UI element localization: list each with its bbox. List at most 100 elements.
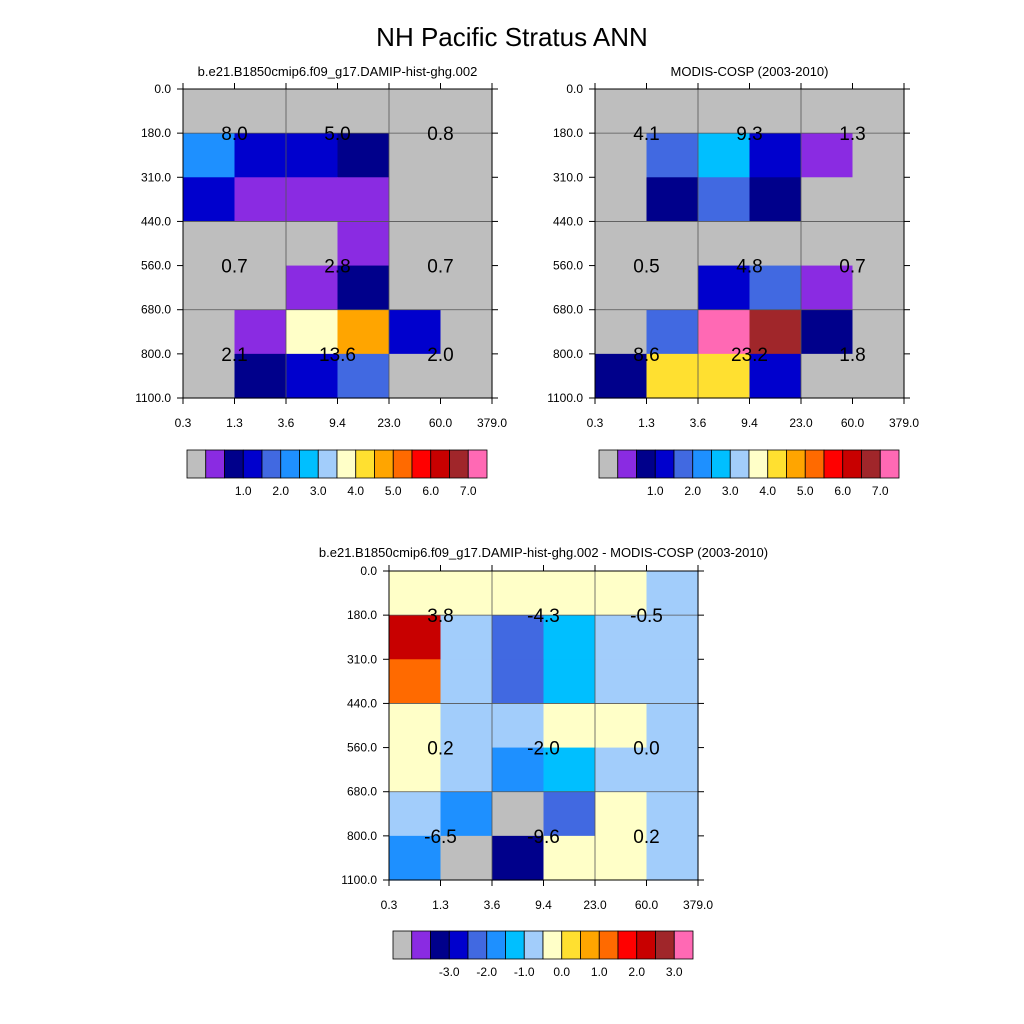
heatmap-cell	[646, 177, 699, 223]
colorbar-swatch	[449, 449, 469, 479]
y-tick-label: 180.0	[141, 126, 171, 140]
x-tick-label: 1.3	[432, 898, 449, 912]
heatmap-cell	[492, 571, 545, 616]
panel-title: MODIS-COSP (2003-2010)	[671, 64, 829, 79]
cell-value-label: 1.3	[839, 124, 865, 145]
heatmap-cell	[595, 177, 648, 223]
cell-value-label: 8.6	[633, 345, 659, 366]
colorbar-swatch	[711, 449, 731, 479]
colorbar-swatch	[186, 449, 207, 479]
heatmap-cell	[698, 265, 751, 311]
cell-value-label: 0.2	[633, 827, 659, 848]
colorbar-tick-label: 5.0	[797, 484, 814, 498]
heatmap-cell	[389, 133, 442, 178]
colorbar-swatch	[299, 449, 319, 479]
colorbar-tick-label: 2.0	[272, 484, 289, 498]
colorbar-swatch	[842, 449, 862, 479]
heatmap-cell	[337, 89, 390, 134]
heatmap-cell	[749, 353, 802, 399]
heatmap-cell	[440, 133, 493, 178]
heatmap-cell	[698, 309, 751, 355]
heatmap-cell	[646, 265, 699, 311]
heatmap-cell	[595, 571, 648, 616]
heatmap-cell	[801, 309, 854, 355]
heatmap-cell	[234, 309, 287, 355]
heatmap-cell	[389, 835, 442, 881]
colorbar-tick-label: -3.0	[439, 965, 460, 979]
y-tick-label: 180.0	[347, 608, 377, 622]
colorbar-swatch	[317, 449, 338, 479]
heatmap-cell	[749, 265, 802, 311]
colorbar-swatch	[467, 449, 488, 479]
colorbar-swatch	[879, 449, 900, 479]
heatmap-cell	[337, 133, 390, 178]
heatmap-cell	[337, 177, 390, 223]
colorbar-swatch	[392, 449, 413, 479]
colorbar: -3.0 -2.0 -1.0 0.0 1.0 2.0 3.0	[392, 930, 694, 979]
heatmap-cell	[749, 309, 802, 355]
x-tick-label: 9.4	[329, 416, 346, 430]
x-tick-label: 1.3	[226, 416, 243, 430]
heatmap-cell	[440, 615, 493, 660]
heatmap-cell	[234, 133, 287, 178]
colorbar-tick-label: 6.0	[834, 484, 851, 498]
heatmap-cell	[595, 835, 648, 881]
y-tick-label: 180.0	[553, 126, 583, 140]
colorbar-tick-label: 7.0	[872, 484, 889, 498]
x-tick-label: 379.0	[477, 416, 507, 430]
heatmap-cell	[286, 221, 339, 267]
heatmap-cell	[286, 89, 339, 134]
heatmap-cell	[749, 89, 802, 134]
y-tick-label: 1100.0	[341, 873, 377, 887]
heatmap-cell	[286, 177, 339, 223]
heatmap-cell	[183, 265, 236, 311]
colorbar-tick-label: 3.0	[722, 484, 739, 498]
heatmap-cell	[801, 133, 854, 178]
heatmap-cell	[595, 221, 648, 267]
x-tick-label: 23.0	[789, 416, 813, 430]
heatmap-cell	[801, 353, 854, 399]
cell-value-label: 0.7	[221, 257, 247, 278]
colorbar-tick-label: -2.0	[476, 965, 497, 979]
y-tick-label: 310.0	[141, 170, 171, 184]
heatmap-cell	[646, 221, 699, 267]
heatmap-panel-3: b.e21.B1850cmip6.f09_g17.DAMIP-hist-ghg.…	[319, 545, 768, 979]
colorbar-swatch	[617, 449, 637, 479]
cell-value-label: 0.5	[633, 257, 659, 278]
panel-title: b.e21.B1850cmip6.f09_g17.DAMIP-hist-ghg.…	[198, 64, 478, 79]
heatmap-cell	[749, 177, 802, 223]
x-tick-label: 23.0	[377, 416, 401, 430]
heatmap-cell	[440, 571, 493, 616]
plots: b.e21.B1850cmip6.f09_g17.DAMIP-hist-ghg.…	[135, 64, 919, 979]
colorbar-swatch	[280, 449, 300, 479]
heatmap-cell	[337, 353, 390, 399]
x-tick-label: 60.0	[841, 416, 865, 430]
y-tick-label: 310.0	[347, 652, 377, 666]
colorbar-swatch	[486, 930, 506, 960]
heatmap-cell	[492, 703, 545, 749]
colorbar-tick-label: 5.0	[385, 484, 402, 498]
heatmap-cell	[543, 791, 596, 837]
x-tick-label: 0.3	[381, 898, 398, 912]
colorbar-tick-label: 0.0	[553, 965, 570, 979]
heatmap-cell	[646, 353, 699, 399]
heatmap-cell	[646, 659, 699, 705]
heatmap-cell	[646, 791, 699, 837]
cell-value-label: -9.6	[527, 827, 560, 848]
cell-value-label: 23.2	[731, 345, 768, 366]
heatmap-cell	[440, 835, 493, 881]
colorbar-swatch	[786, 449, 806, 479]
cell-value-label: -4.3	[527, 606, 560, 627]
heatmap-cell	[183, 221, 236, 267]
heatmap-cell	[440, 309, 493, 355]
cell-value-label: 13.6	[319, 345, 356, 366]
heatmap-cell	[234, 89, 287, 134]
colorbar-swatch	[655, 930, 675, 960]
colorbar-tick-label: 4.0	[759, 484, 776, 498]
colorbar-swatch	[542, 930, 563, 960]
x-tick-label: 23.0	[583, 898, 607, 912]
heatmap-cell	[852, 133, 905, 178]
colorbar-tick-label: -1.0	[514, 965, 535, 979]
heatmap-cell	[698, 89, 751, 134]
